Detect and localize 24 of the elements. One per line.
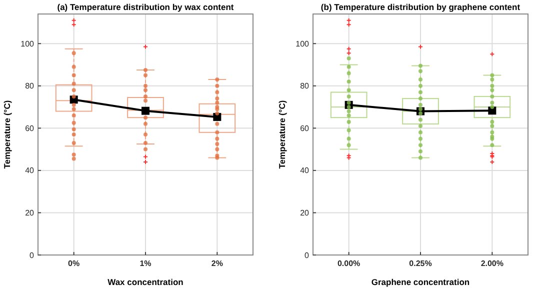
x-tick-label: 1% (140, 259, 152, 268)
y-tick-label: 0 (30, 250, 35, 260)
y-axis-title: Temperature (°C) (277, 100, 287, 169)
y-tick-label: 0 (304, 250, 310, 260)
chart-title: (a) Temperature distribution by wax content (57, 2, 234, 12)
x-tick-label: 0.00% (337, 259, 360, 268)
y-tick-label: 100 (296, 39, 310, 48)
y-axis-title: Temperature (°C) (2, 100, 12, 169)
y-tick-label: 100 (20, 39, 35, 48)
x-tick-label: 2.00% (480, 259, 504, 268)
x-axis-title: Graphene concentration (371, 277, 470, 287)
x-axis-title: Wax concentration (108, 277, 184, 287)
x-tick-label: 2% (211, 259, 223, 268)
y-tick-label: 40 (300, 166, 310, 176)
y-tick-label: 20 (300, 208, 310, 218)
y-tick-label: 60 (25, 124, 35, 133)
x-tick-label: 0.25% (409, 259, 432, 268)
chart-title: (b) Temperature distribution by graphene content (320, 2, 520, 12)
y-tick-label: 60 (300, 124, 310, 133)
y-tick-label: 80 (25, 82, 35, 91)
y-tick-label: 40 (25, 166, 35, 176)
x-tick-label: 0% (68, 259, 80, 268)
y-tick-label: 80 (300, 82, 310, 91)
y-tick-label: 20 (25, 208, 35, 218)
